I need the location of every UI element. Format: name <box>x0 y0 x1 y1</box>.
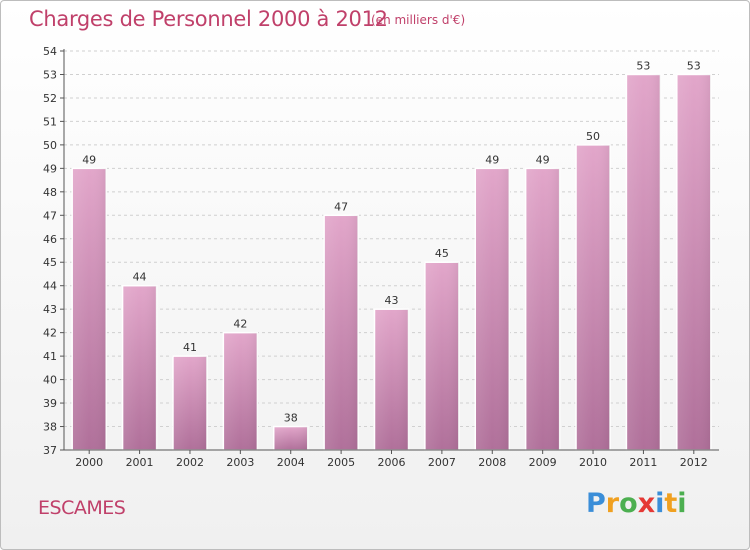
x-tick-label: 2001 <box>126 456 154 469</box>
y-tick-label: 47 <box>43 209 57 222</box>
logo-letter: x <box>637 488 656 519</box>
y-tick-label: 49 <box>43 162 57 175</box>
y-tick-label: 46 <box>43 233 57 246</box>
data-label: 49 <box>82 153 96 166</box>
y-tick-label: 40 <box>43 374 57 387</box>
y-tick-label: 45 <box>43 256 57 269</box>
bar <box>424 261 460 451</box>
y-tick-label: 37 <box>43 444 57 457</box>
y-tick-label: 51 <box>43 115 57 128</box>
data-label: 49 <box>536 153 550 166</box>
bar <box>323 214 359 451</box>
data-label: 44 <box>133 271 147 284</box>
bar <box>71 167 107 451</box>
x-tick-label: 2008 <box>478 456 506 469</box>
y-tick-label: 38 <box>43 421 57 434</box>
bar <box>373 308 410 451</box>
x-tick-label: 2012 <box>680 456 708 469</box>
y-tick-label: 48 <box>43 186 57 199</box>
y-tick-label: 43 <box>43 303 57 316</box>
bar <box>676 73 712 451</box>
y-tick-label: 54 <box>43 45 57 58</box>
data-label: 42 <box>233 318 247 331</box>
x-tick-label: 2002 <box>176 456 204 469</box>
bar-shine <box>324 215 359 450</box>
data-label: 38 <box>284 412 298 425</box>
x-tick-label: 2009 <box>529 456 557 469</box>
x-tick-label: 2005 <box>327 456 355 469</box>
bar-shine <box>374 309 409 450</box>
logo-letter: t <box>664 488 678 519</box>
bar <box>625 73 662 451</box>
y-tick-label: 44 <box>43 280 57 293</box>
y-tick-label: 53 <box>43 68 57 81</box>
bar <box>222 331 259 451</box>
bar-shine <box>424 262 459 450</box>
bars <box>71 73 712 451</box>
data-label: 45 <box>435 247 449 260</box>
axes: 37 38 39 40 41 42 43 44 45 46 47 48 49 50 51 52 53 54 2000… <box>43 45 719 469</box>
bar-shine <box>475 168 510 450</box>
bar-shine <box>626 74 661 451</box>
logo-letter: i <box>677 488 687 519</box>
data-label: 43 <box>385 294 399 307</box>
data-label: 50 <box>586 130 600 143</box>
x-tick-label: 2004 <box>277 456 305 469</box>
bar-shine <box>273 426 308 450</box>
data-label: 41 <box>183 341 197 354</box>
bar <box>121 284 158 451</box>
x-tick-label: 2003 <box>226 456 254 469</box>
x-tick-label: 2000 <box>75 456 103 469</box>
bar <box>272 425 309 451</box>
bar-shine <box>525 168 560 450</box>
logo-letter: i <box>655 488 665 519</box>
data-label: 53 <box>687 59 701 72</box>
x-tick-label: 2011 <box>629 456 657 469</box>
bar-shine <box>72 168 107 450</box>
x-tick-label: 2010 <box>579 456 607 469</box>
proxiti-logo: Proxiti <box>586 488 687 519</box>
bar <box>575 144 611 451</box>
bar-shine <box>223 332 258 450</box>
logo-letter: P <box>586 488 606 519</box>
bar <box>474 167 511 451</box>
bar-shine <box>676 74 711 451</box>
data-label: 47 <box>334 200 348 213</box>
labels: 49 44 41 42 38 47 43 45 49 49 50 53 53 <box>82 59 701 424</box>
y-tick-label: 52 <box>43 92 57 105</box>
logo-letter: r <box>605 488 620 519</box>
logo-letter: o <box>619 488 638 519</box>
y-tick-label: 39 <box>43 397 57 410</box>
data-label: 49 <box>485 153 499 166</box>
chart-title: Charges de Personnel 2000 à 2012 <box>29 7 388 31</box>
bar <box>172 355 208 451</box>
x-tick-label: 2007 <box>428 456 456 469</box>
data-label: 53 <box>636 59 650 72</box>
y-tick-label: 42 <box>43 327 57 340</box>
bar-shine <box>172 356 207 450</box>
bar <box>524 167 561 451</box>
unit-note: (en milliers d'€) <box>371 13 466 27</box>
commune-name: ESCAMES <box>38 497 126 519</box>
x-tick-label: 2006 <box>378 456 406 469</box>
y-tick-label: 50 <box>43 139 57 152</box>
bar-shine <box>576 144 611 450</box>
y-tick-label: 41 <box>43 350 57 363</box>
bar-shine <box>122 285 157 450</box>
